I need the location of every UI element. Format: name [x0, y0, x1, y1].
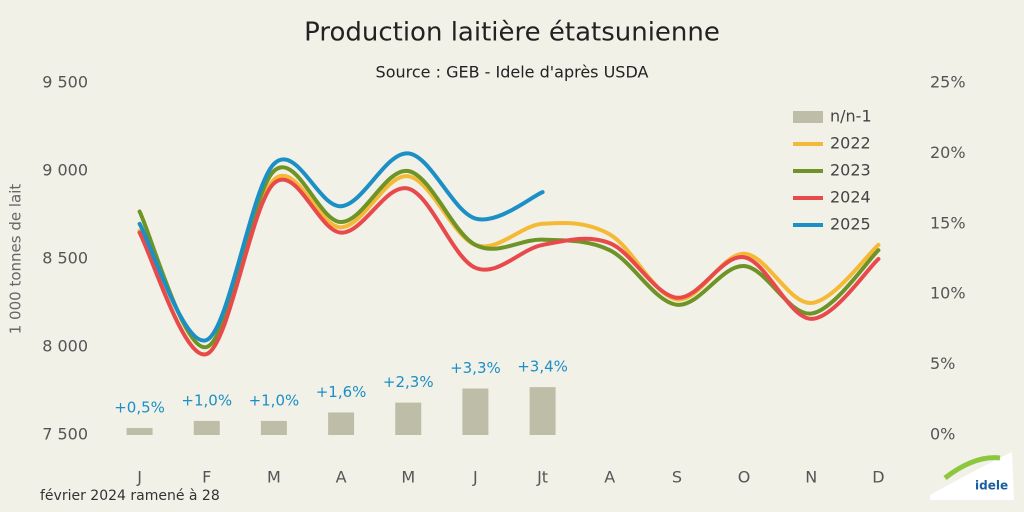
y-tick-label: 9 000	[42, 161, 88, 180]
x-tick-label: A	[336, 468, 347, 487]
data-label: +0,5%	[114, 398, 165, 416]
x-tick-label: N	[805, 468, 817, 487]
bar	[328, 412, 355, 435]
x-tick-label: J	[472, 468, 478, 487]
line	[137, 151, 545, 343]
data-label: +3,3%	[450, 359, 501, 377]
logo-text: idele	[975, 479, 1008, 493]
y-tick-label: 8 500	[42, 249, 88, 268]
y-tick-label: 8 000	[42, 337, 88, 356]
legend-label: n/n-1	[830, 107, 872, 126]
y-tick-label: 7 500	[42, 425, 88, 444]
x-tick-label: S	[672, 468, 682, 487]
x-tick-label: D	[872, 468, 884, 487]
x-tick-label: O	[738, 468, 751, 487]
x-tick-label: Jt	[536, 468, 548, 487]
x-tick-label: F	[202, 468, 211, 487]
data-label: +1,0%	[249, 391, 300, 409]
legend-label: 2025	[830, 215, 871, 234]
chart-subtitle: Source : GEB - Idele d'après USDA	[376, 63, 649, 82]
legend-label: 2022	[830, 134, 871, 153]
x-tick-label: M	[401, 468, 415, 487]
y-axis-label: 1 000 tonnes de lait	[7, 184, 25, 335]
bar	[529, 387, 556, 435]
legend-swatch	[793, 111, 823, 123]
legend-label: 2023	[830, 161, 871, 180]
logo-bg	[930, 452, 1014, 500]
y2-tick-label: 5%	[930, 354, 955, 373]
line	[137, 165, 881, 350]
x-tick-label: M	[267, 468, 281, 487]
x-tick-label: A	[604, 468, 615, 487]
y2-tick-label: 20%	[930, 143, 966, 162]
y2-tick-label: 25%	[930, 73, 966, 92]
bar	[462, 388, 489, 435]
legend-label: 2024	[830, 188, 871, 207]
bar	[260, 420, 287, 435]
data-label: +3,4%	[517, 358, 568, 376]
y2-tick-label: 15%	[930, 213, 966, 232]
y2-tick-label: 0%	[930, 425, 955, 444]
logo-swoosh	[943, 455, 1001, 480]
footnote: février 2024 ramené à 28	[40, 488, 220, 504]
data-label: +2,3%	[383, 373, 434, 391]
line	[137, 177, 881, 357]
logo: idele	[930, 452, 1014, 500]
bar	[395, 402, 422, 435]
bar	[193, 420, 220, 435]
data-label: +1,6%	[316, 383, 367, 401]
x-tick-label: J	[136, 468, 142, 487]
bar	[126, 427, 153, 435]
chart-title: Production laitière étatsunienne	[304, 18, 720, 48]
y2-tick-label: 10%	[930, 284, 966, 303]
y-tick-label: 9 500	[42, 73, 88, 92]
data-label: +1,0%	[181, 391, 232, 409]
